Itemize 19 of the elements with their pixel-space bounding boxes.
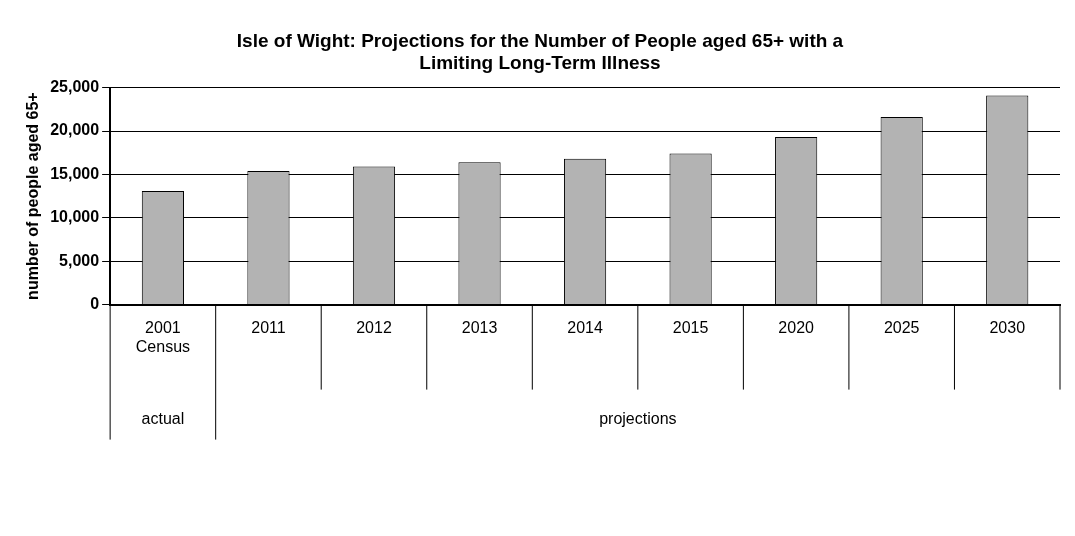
y-tick-label: 20,000	[50, 121, 100, 139]
text: projections	[599, 410, 677, 428]
x-tick-label: 2011	[251, 318, 286, 336]
x-tick-label: 2020	[778, 318, 815, 336]
y-axis-title: number of people aged 65+	[24, 92, 42, 300]
x-tick-label: 2001 Census	[135, 318, 191, 355]
y-tick-label: 0	[90, 295, 100, 313]
x-tick-label: 2012	[356, 318, 392, 336]
chart-title: Isle of Wight: Projections for the Number of People aged 65+ with a Limiting Long-Term Illness	[236, 29, 844, 74]
y-tick-label: 10,000	[50, 208, 100, 226]
x-tick-label: 2015	[672, 318, 709, 336]
x-tick-label: 2014	[567, 318, 603, 336]
x-tick-label: 2013	[461, 318, 498, 336]
y-tick-label: 15,000	[50, 164, 100, 182]
y-tick-label: 5,000	[59, 251, 100, 269]
x-tick-label: 2025	[883, 318, 920, 336]
text: actual	[141, 410, 185, 428]
y-tick-label: 25,000	[50, 78, 100, 96]
x-tick-label: 2030	[989, 318, 1026, 336]
